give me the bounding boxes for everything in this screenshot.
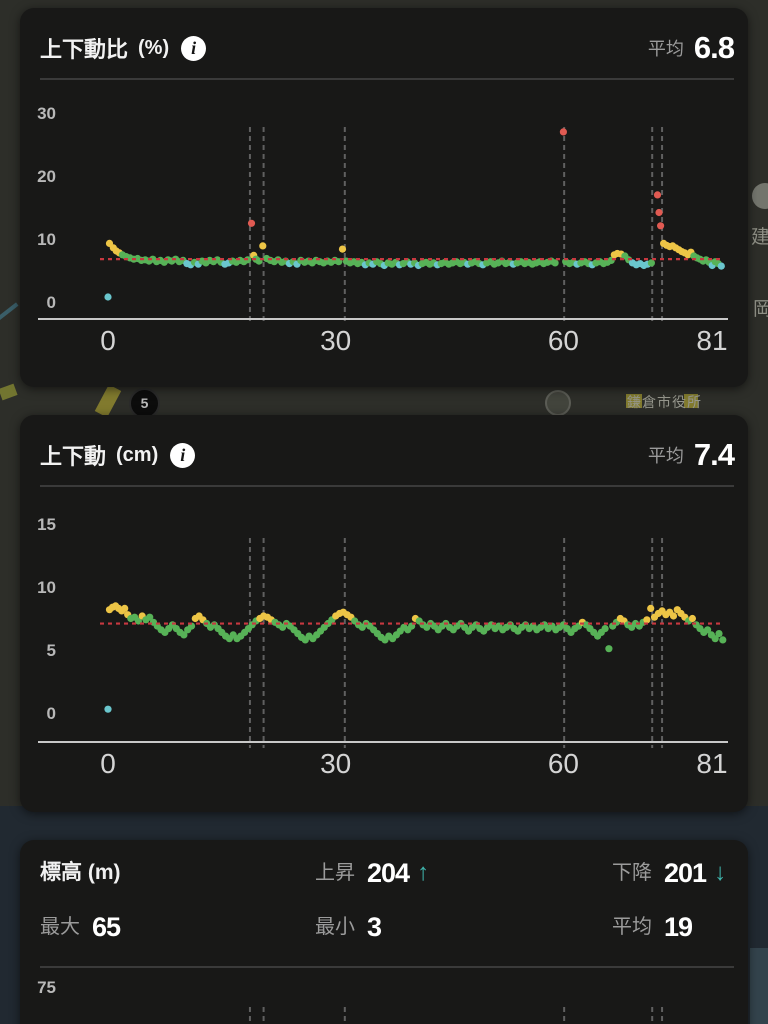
card-unit: (cm) bbox=[116, 443, 159, 466]
ascent-value: 204 bbox=[367, 858, 410, 888]
map-road-segment bbox=[94, 384, 122, 418]
ascent-label: 上昇 bbox=[315, 862, 355, 884]
average-value: 7.4 bbox=[693, 437, 735, 472]
elevation-card[interactable]: 標高 (m) 上昇 204 ↑ 下降 201 ↓ 最大 65 最小 3 bbox=[20, 840, 748, 1024]
average-label: 平均 bbox=[647, 446, 684, 466]
map-road-segment bbox=[0, 383, 18, 401]
card-title: 上下動比 bbox=[40, 37, 129, 62]
card-title: 標高 (m) bbox=[40, 861, 121, 884]
avg-label: 平均 bbox=[612, 916, 652, 938]
map-circle-icon bbox=[752, 183, 768, 209]
average-value: 6.8 bbox=[693, 30, 735, 65]
divider bbox=[40, 485, 734, 487]
info-icon[interactable]: i bbox=[170, 442, 196, 468]
descent-stat: 下降 201 ↓ bbox=[612, 853, 726, 893]
map-water-strip bbox=[750, 948, 768, 1024]
divider bbox=[40, 966, 734, 968]
map-poi-marker-icon bbox=[545, 390, 571, 416]
descent-label: 下降 bbox=[612, 862, 652, 884]
map-river-line bbox=[0, 302, 19, 322]
max-label: 最大 bbox=[40, 916, 80, 938]
vertical-oscillation-header: 上下動 (cm) i 平均 7.4 bbox=[40, 431, 735, 479]
ascent-stat: 上昇 204 ↑ bbox=[315, 853, 429, 893]
max-value: 65 bbox=[92, 912, 121, 942]
min-stat: 最小 3 bbox=[315, 907, 382, 947]
arrow-down-icon: ↓ bbox=[714, 859, 727, 886]
card-title: 上下動 bbox=[40, 444, 107, 469]
vertical-oscillation-card[interactable]: 上下動 (cm) i 平均 7.4 bbox=[20, 415, 748, 812]
avg-stat: 平均 19 bbox=[612, 907, 693, 947]
divider bbox=[40, 78, 734, 80]
min-label: 最小 bbox=[315, 916, 355, 938]
map-poi-label: 鎌倉市役所 bbox=[627, 394, 702, 410]
average-label: 平均 bbox=[647, 39, 684, 59]
arrow-up-icon: ↑ bbox=[417, 859, 430, 886]
max-stat: 最大 65 bbox=[40, 907, 121, 947]
map-edge-label-2: 岡 bbox=[753, 299, 768, 320]
min-value: 3 bbox=[367, 912, 382, 942]
map-road-segment bbox=[626, 394, 642, 408]
descent-value: 201 bbox=[664, 858, 707, 888]
info-icon[interactable]: i bbox=[181, 35, 207, 61]
avg-value: 19 bbox=[664, 912, 693, 942]
card-unit: (%) bbox=[138, 36, 170, 59]
map-road-segment bbox=[684, 394, 698, 408]
vertical-ratio-header: 上下動比 (%) i 平均 6.8 bbox=[40, 24, 735, 72]
vertical-ratio-card[interactable]: 上下動比 (%) i 平均 6.8 bbox=[20, 8, 748, 387]
map-edge-label-1: 建 bbox=[751, 227, 768, 248]
